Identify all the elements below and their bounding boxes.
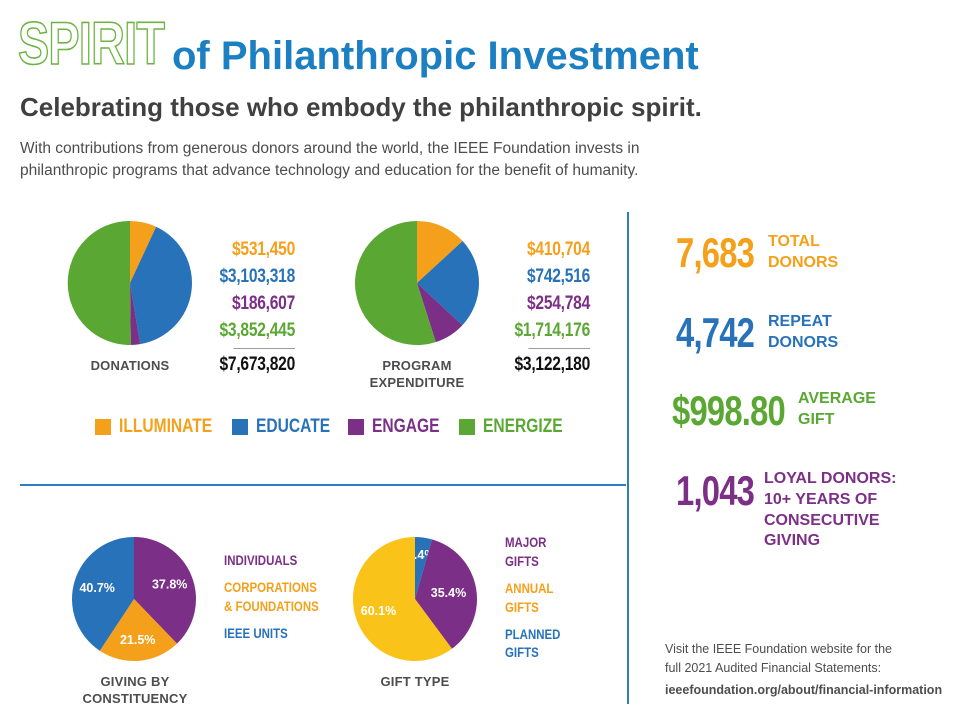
stat-total-donors-value: 7,683 — [676, 229, 755, 276]
legend-label-illuminate: ILLUMINATE — [119, 416, 213, 437]
constituency-slice-label-ieee-units: 40.7% — [79, 581, 114, 595]
donations-amount-engage: $186,607 — [231, 293, 295, 314]
donations-slice-energize — [67, 220, 131, 345]
gift-type-slice-label-major: 35.4% — [431, 586, 466, 600]
label-planned: PLANNED — [505, 626, 561, 642]
label-annual-gifts: GIFTS — [505, 599, 539, 615]
stat-average-gift-label: AVERAGE GIFT — [798, 389, 876, 431]
stat-loyal-donors-label-line2: 10+ YEARS OF — [764, 490, 878, 508]
stat-average-gift-value: $998.80 — [672, 387, 786, 434]
expenditure-amount-engage: $254,784 — [526, 293, 590, 314]
stat-loyal-donors-label-line4: GIVING — [764, 532, 821, 550]
donations-amount-illuminate: $531,450 — [231, 239, 295, 260]
stat-repeat-donors-label-line1: REPEAT — [768, 313, 832, 330]
horizontal-divider — [20, 484, 626, 486]
legend-item-engage: ENGAGE — [348, 416, 454, 438]
expenditure-amounts: $410,704 $742,516 $254,784 $1,714,176 $3… — [496, 236, 590, 378]
program-expenditure-chart-title: PROGRAM EXPENDITURE — [369, 358, 465, 390]
intro-paragraph: With contributions from generous donors … — [20, 140, 640, 180]
legend-item-educate: EDUCATE — [232, 416, 346, 438]
financial-statements-note-line2: full 2021 Audited Financial Statements: — [665, 660, 882, 675]
legend-label-engage: ENGAGE — [372, 416, 440, 437]
constituency-slice-individuals — [134, 537, 197, 644]
expenditure-total: $3,122,180 — [514, 354, 590, 375]
constituency-slice-ieee-units — [72, 537, 134, 651]
giving-by-constituency-chart-title: GIVING BY CONSTITUENCY — [82, 674, 188, 706]
constituency-slice-corporations-foundations — [99, 599, 178, 661]
label-planned-gifts: GIFTS — [505, 645, 539, 661]
stat-loyal-donors-label-line3: CONSECUTIVE — [764, 511, 880, 529]
label-ieee-units: IEEE UNITS — [224, 625, 288, 641]
expenditure-slice-engage — [417, 283, 463, 343]
legend-swatch-engage — [348, 419, 364, 435]
donations-slice-educate — [130, 226, 192, 345]
label-individuals: INDIVIDUALS — [224, 553, 298, 568]
expenditure-amount-energize: $1,714,176 — [514, 320, 590, 341]
constituency-side-labels: INDIVIDUALS CORPORATIONS & FOUNDATIONS I… — [224, 552, 319, 644]
legend-swatch-illuminate — [95, 419, 111, 435]
expenditure-amount-educate: $742,516 — [526, 266, 590, 287]
donations-total-rule — [233, 348, 295, 349]
donations-chart-title: DONATIONS — [90, 358, 170, 373]
stat-average-gift-label-line1: AVERAGE — [798, 390, 876, 407]
label-major: MAJOR — [505, 535, 547, 550]
stat-average-gift-label-line2: GIFT — [798, 410, 835, 428]
legend-swatch-energize — [459, 419, 475, 435]
donations-slice-illuminate — [130, 221, 157, 283]
gift-type-slice-planned — [415, 537, 432, 599]
gift-type-side-labels: MAJOR GIFTS ANNUAL GIFTS PLANNED GIFTS — [505, 534, 560, 663]
legend-label-educate: EDUCATE — [256, 416, 331, 437]
page-title: of Philanthropic Investment — [172, 34, 699, 78]
gift-type-slice-major — [415, 539, 478, 649]
donations-slice-engage — [130, 283, 141, 345]
gift-type-pie-chart: 4.4%35.4%60.1% — [353, 537, 478, 661]
giving-by-constituency-pie-chart: 37.8% 21.5% 40.7% — [72, 537, 197, 661]
financial-statements-note-line1: Visit the IEEE Foundation website for th… — [665, 642, 892, 656]
financial-statements-note: Visit the IEEE Foundation website for th… — [665, 640, 892, 678]
expenditure-amount-illuminate: $410,704 — [526, 239, 590, 260]
label-corporations: CORPORATIONS — [224, 579, 317, 595]
expenditure-slice-illuminate — [417, 221, 463, 283]
constituency-slice-label-individuals: 37.8% — [152, 578, 187, 592]
vertical-divider — [627, 212, 629, 704]
stat-loyal-donors-label: LOYAL DONORS: 10+ YEARS OF CONSECUTIVE G… — [764, 469, 896, 552]
legend-swatch-educate — [232, 419, 248, 435]
donations-amount-energize: $3,852,445 — [219, 320, 295, 341]
stat-total-donors-label: TOTAL DONORS — [768, 232, 838, 274]
stat-total-donors-label-line2: DONORS — [768, 253, 839, 271]
stat-loyal-donors-value: 1,043 — [676, 467, 755, 514]
legend-item-energize: ENERGIZE — [459, 416, 580, 438]
donations-amounts: $531,450 $3,103,318 $186,607 $3,852,445 … — [201, 236, 295, 378]
stat-repeat-donors-label: REPEAT DONORS — [768, 312, 838, 354]
donations-total: $7,673,820 — [219, 354, 295, 375]
constituency-slice-label-corporations-foundations: 21.5% — [120, 633, 155, 647]
stat-total-donors-label-line1: TOTAL — [768, 233, 820, 250]
spirit-wordmark: SPIRIT — [17, 10, 165, 77]
label-annual: ANNUAL — [505, 580, 554, 596]
stat-repeat-donors-label-line2: DONORS — [768, 333, 839, 351]
page-subtitle: Celebrating those who embody the philant… — [20, 92, 702, 122]
stat-loyal-donors-label-line1: LOYAL DONORS: — [764, 470, 897, 487]
legend-item-illuminate: ILLUMINATE — [95, 416, 233, 438]
stat-repeat-donors-value: 4,742 — [676, 309, 755, 356]
financial-information-link[interactable]: ieeefoundation.org/about/financial-infor… — [665, 683, 943, 697]
program-expenditure-pie-chart — [354, 221, 480, 345]
expenditure-total-rule — [528, 348, 590, 349]
legend-label-energize: ENERGIZE — [483, 416, 563, 437]
label-foundations: & FOUNDATIONS — [224, 598, 319, 614]
gift-type-chart-title: GIFT TYPE — [380, 674, 450, 689]
expenditure-slice-energize — [354, 221, 436, 345]
expenditure-slice-educate — [417, 241, 480, 326]
gift-type-slice-label-annual: 60.1% — [361, 604, 396, 618]
gift-type-slice-annual — [353, 537, 452, 661]
donations-amount-educate: $3,103,318 — [219, 266, 295, 287]
donations-pie-chart — [67, 220, 192, 345]
label-major-gifts: GIFTS — [505, 553, 539, 569]
